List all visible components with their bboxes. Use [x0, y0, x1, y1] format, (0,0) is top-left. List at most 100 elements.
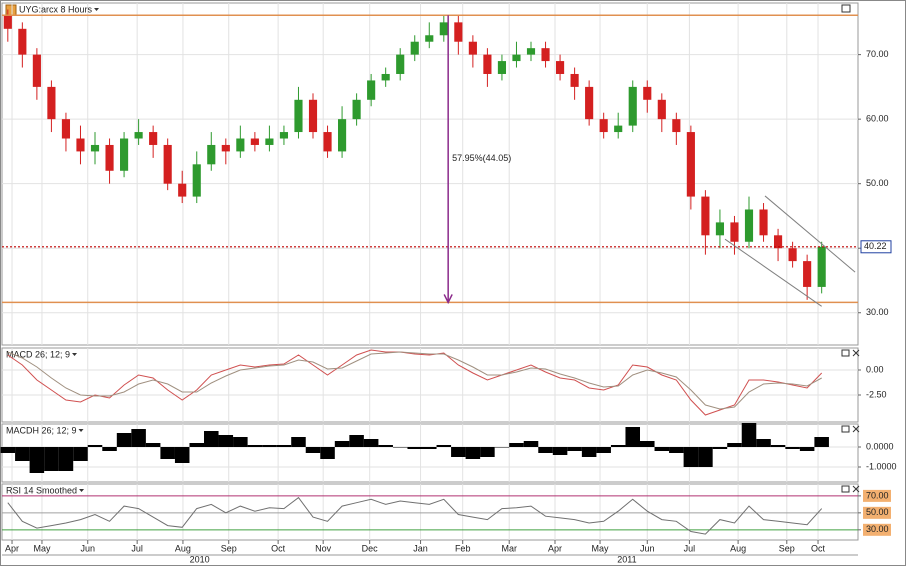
- histogram-bar: [320, 447, 335, 459]
- histogram-bar: [698, 447, 713, 467]
- close-button[interactable]: [852, 425, 860, 433]
- arrow-head: [443, 294, 453, 305]
- histogram-bar: [581, 447, 597, 457]
- x-tick-label: Jul: [131, 543, 143, 553]
- candle-body: [149, 132, 158, 145]
- candle-body: [323, 132, 332, 152]
- panel-title: RSI 14 Smoothed: [6, 485, 77, 495]
- x-tick-label: Sep: [221, 543, 237, 553]
- histogram-bar: [552, 447, 568, 455]
- candle-body: [512, 54, 521, 62]
- histogram-bar: [247, 445, 263, 447]
- histogram-bar: [29, 447, 45, 473]
- y-tick-label: 70.00: [866, 490, 889, 500]
- x-tick-label: Aug: [175, 543, 191, 553]
- panel-content: 0.00 -2.50 MACD 26; 12; 9: [2, 348, 887, 422]
- candle-body: [308, 99, 318, 133]
- y-tick-label: 30.00: [866, 524, 889, 534]
- x-tick-label: Feb: [455, 543, 471, 553]
- histogram-bar: [538, 447, 553, 453]
- dropdown-arrow: [94, 8, 100, 11]
- series-line: [7, 349, 823, 416]
- histogram-bar: [15, 447, 30, 461]
- histogram-bar: [349, 435, 364, 447]
- price-panel: [1, 2, 859, 346]
- candle-body: [338, 119, 347, 152]
- y-tick-label: 50.00: [866, 178, 889, 188]
- candle-body: [192, 164, 201, 197]
- candle-body: [497, 61, 507, 74]
- y-tick-label: 30.00: [866, 307, 889, 317]
- maximize-button[interactable]: [841, 349, 850, 357]
- candle-body: [439, 22, 448, 36]
- candle-body: [483, 54, 492, 74]
- candle-body: [541, 48, 550, 62]
- rsi-panel: [1, 483, 859, 541]
- candle-body: [410, 41, 419, 55]
- candle-body: [207, 144, 216, 165]
- candle-body: [628, 86, 637, 126]
- candle-body: [788, 248, 797, 262]
- measure-label: 57.95%(44.05): [452, 153, 511, 163]
- histogram-bar: [204, 431, 219, 447]
- histogram-bar: [145, 443, 161, 447]
- histogram-bar: [814, 437, 829, 447]
- panel-title: MACD 26; 12; 9: [6, 349, 70, 359]
- histogram-bar: [276, 445, 292, 447]
- candle-body: [134, 132, 143, 139]
- histogram-bar: [436, 445, 452, 447]
- histogram-bar: [131, 429, 146, 447]
- candle-body: [90, 144, 100, 152]
- candle-body: [599, 119, 608, 133]
- x-tick-label: Jan: [413, 543, 428, 553]
- year-label: 2010: [190, 554, 210, 564]
- histogram-bar: [480, 447, 495, 457]
- histogram-bar: [334, 441, 350, 447]
- histogram-bar: [262, 445, 277, 447]
- histogram-bar: [770, 445, 786, 447]
- panel-buttons: [841, 4, 860, 493]
- histogram-bar: [509, 443, 524, 447]
- candle-body: [526, 48, 536, 55]
- candle-body: [425, 35, 434, 42]
- channel-line: [764, 195, 856, 273]
- candle-body: [265, 138, 274, 145]
- y-tick-label: 50.00: [866, 507, 889, 517]
- panel-title: MACDH 26; 12; 9: [6, 425, 77, 435]
- candle-body: [76, 138, 85, 152]
- candle-body: [468, 41, 477, 55]
- histogram-bar: [785, 447, 800, 449]
- candle-body: [18, 28, 27, 55]
- maximize-button[interactable]: [841, 425, 850, 433]
- x-tick-label: Sep: [779, 543, 795, 553]
- histogram-bar: [625, 427, 641, 447]
- x-tick-label: Apr: [5, 543, 19, 553]
- x-tick-label: Aug: [730, 543, 746, 553]
- candle-body: [686, 132, 695, 197]
- candle-body: [454, 22, 463, 42]
- histogram-bar: [174, 447, 190, 463]
- histogram-bar: [610, 445, 626, 447]
- x-tick-label: Mar: [501, 543, 517, 553]
- candle-body: [120, 138, 129, 171]
- dropdown-arrow: [78, 429, 84, 432]
- candle-body: [61, 119, 71, 139]
- histogram-bar: [87, 445, 103, 447]
- histogram-bar: [596, 447, 611, 453]
- candle-body: [643, 86, 652, 100]
- year-label: 2011: [617, 554, 636, 564]
- histogram-bar: [291, 437, 306, 447]
- histogram-bar: [669, 447, 684, 453]
- maximize-button[interactable]: [841, 4, 851, 13]
- x-tick-label: Jun: [640, 543, 655, 553]
- histogram-bar: [189, 443, 205, 447]
- candle-body: [250, 138, 259, 145]
- candle-body: [221, 144, 230, 152]
- histogram-bar: [44, 447, 59, 471]
- close-button[interactable]: [852, 349, 860, 357]
- x-tick-label: May: [33, 543, 51, 553]
- maximize-button[interactable]: [841, 485, 850, 493]
- close-button[interactable]: [852, 485, 860, 493]
